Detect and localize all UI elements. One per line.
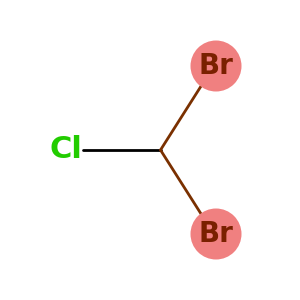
Text: Br: Br xyxy=(199,220,233,248)
Text: Br: Br xyxy=(199,52,233,80)
Circle shape xyxy=(190,40,242,92)
Circle shape xyxy=(190,208,242,260)
Text: Cl: Cl xyxy=(50,136,82,164)
